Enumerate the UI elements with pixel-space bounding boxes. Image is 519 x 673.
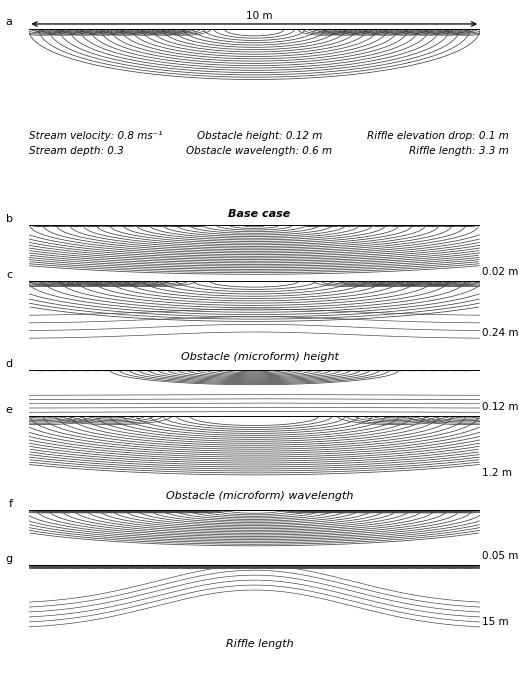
Text: Stream velocity: 0.8 ms⁻¹
Stream depth: 0.3: Stream velocity: 0.8 ms⁻¹ Stream depth: …: [29, 131, 162, 156]
Text: a: a: [6, 17, 13, 27]
Text: 0.12 m: 0.12 m: [482, 402, 519, 413]
Text: 1.2 m: 1.2 m: [482, 468, 512, 478]
Text: e: e: [6, 404, 13, 415]
Text: Obstacle (microform) wavelength: Obstacle (microform) wavelength: [166, 491, 353, 501]
Text: 0.24 m: 0.24 m: [482, 328, 519, 339]
Text: c: c: [7, 270, 13, 280]
Text: Base case: Base case: [228, 209, 291, 219]
Text: Obstacle (microform) height: Obstacle (microform) height: [181, 351, 338, 361]
Text: d: d: [6, 359, 13, 369]
Text: f: f: [9, 499, 13, 509]
Text: b: b: [6, 214, 13, 224]
Text: 10 m: 10 m: [246, 11, 273, 22]
Text: Riffle length: Riffle length: [226, 639, 293, 649]
Text: g: g: [6, 554, 13, 564]
Text: Obstacle height: 0.12 m
Obstacle wavelength: 0.6 m: Obstacle height: 0.12 m Obstacle wavelen…: [186, 131, 333, 156]
Text: 15 m: 15 m: [482, 617, 509, 627]
Text: 0.05 m: 0.05 m: [482, 551, 518, 561]
Text: 0.02 m: 0.02 m: [482, 267, 518, 277]
Text: Riffle elevation drop: 0.1 m
Riffle length: 3.3 m: Riffle elevation drop: 0.1 m Riffle leng…: [367, 131, 509, 156]
